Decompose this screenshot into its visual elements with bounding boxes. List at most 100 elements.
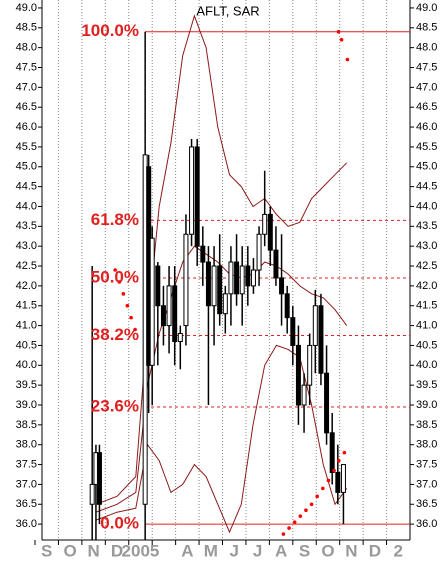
candle-body — [166, 285, 172, 327]
sar-dot — [326, 478, 331, 483]
sar-dot — [292, 520, 297, 524]
y-tick-label: 44.0 — [16, 200, 37, 212]
y-tick-label-right: 42.5 — [416, 260, 437, 272]
candle-body — [89, 483, 95, 505]
y-tick-label-right: 48.0 — [416, 42, 437, 54]
candle-body — [222, 293, 228, 315]
x-tick-label: A — [275, 541, 287, 560]
y-tick-label-right: 46.0 — [416, 121, 437, 133]
sar-dot — [281, 532, 286, 536]
candle-body — [149, 237, 155, 366]
y-tick-label-right: 36.0 — [416, 518, 437, 530]
candle-body — [211, 265, 217, 307]
candle-body — [340, 464, 346, 493]
candle-body — [160, 305, 166, 327]
y-tick-label-right: 43.5 — [416, 220, 437, 232]
x-tick-label: S — [299, 541, 310, 560]
candle-body — [194, 146, 200, 247]
y-tick-label: 41.0 — [16, 319, 37, 331]
y-tick-label: 47.0 — [16, 81, 37, 93]
y-tick-label: 37.5 — [16, 458, 37, 470]
y-tick-label: 47.5 — [16, 61, 37, 73]
y-tick-label: 38.0 — [16, 439, 37, 451]
sar-dot — [298, 514, 303, 518]
candle-body — [267, 213, 273, 251]
fib-label: 100.0% — [81, 21, 139, 40]
x-tick-label: A — [181, 541, 193, 560]
y-tick-label-right: 36.5 — [416, 498, 437, 510]
candle-body — [329, 432, 335, 474]
candle-body — [200, 245, 206, 263]
y-tick-label-right: 39.5 — [416, 379, 437, 391]
sar-dot — [133, 327, 137, 332]
candle-body — [155, 265, 161, 307]
candle-body — [189, 146, 195, 235]
y-tick-label-right: 47.5 — [416, 61, 437, 73]
candle-body — [239, 265, 245, 295]
sar-dot — [125, 303, 130, 308]
x-tick-label: J — [253, 541, 262, 560]
sar-dot — [113, 268, 117, 272]
y-tick-label: 48.5 — [16, 22, 37, 34]
candle-body — [273, 249, 279, 279]
sar-dot — [339, 37, 344, 42]
y-tick-label-right: 40.5 — [416, 339, 437, 351]
y-tick-label-right: 37.0 — [416, 478, 437, 490]
candle-body — [324, 372, 330, 434]
y-tick-label-right: 38.0 — [416, 439, 437, 451]
y-tick-label: 38.5 — [16, 419, 37, 431]
sar-dot — [345, 57, 350, 62]
sar-dot — [336, 458, 341, 463]
candle-body — [205, 261, 211, 307]
sar-dot — [332, 468, 336, 473]
candle-body — [279, 277, 285, 295]
candle-body — [217, 265, 223, 315]
x-tick-label: D — [369, 541, 381, 560]
candle-body — [228, 261, 234, 295]
y-tick-label: 37.0 — [16, 478, 37, 490]
y-tick-label-right: 40.0 — [416, 359, 437, 371]
y-tick-label: 41.5 — [16, 300, 37, 312]
x-tick-label: N — [345, 541, 357, 560]
sar-dot — [121, 292, 126, 296]
candle-body — [295, 344, 301, 406]
y-tick-label-right: 41.0 — [416, 319, 437, 331]
y-tick-label-right: 43.0 — [416, 240, 437, 252]
y-tick-label: 39.5 — [16, 379, 37, 391]
candle-body — [256, 233, 262, 271]
sar-dot — [321, 486, 325, 491]
y-tick-label-right: 48.5 — [416, 22, 437, 34]
sar-dot — [309, 502, 314, 507]
y-tick-label: 44.5 — [16, 181, 37, 193]
sar-dot — [304, 508, 308, 513]
band-lower — [95, 344, 348, 534]
y-tick-label: 46.5 — [16, 101, 37, 113]
fib-label: 23.6% — [91, 396, 139, 415]
y-tick-label-right: 46.5 — [416, 101, 437, 113]
candle-body — [312, 305, 318, 346]
candle-body — [290, 317, 296, 346]
fib-label: 38.2% — [91, 325, 139, 344]
y-tick-label: 49.0 — [16, 2, 37, 14]
chart-title: AFLT, SAR — [196, 3, 259, 18]
candle-body — [262, 213, 268, 235]
candle-body — [335, 472, 341, 493]
x-tick-label: N — [87, 541, 99, 560]
y-tick-label: 45.5 — [16, 141, 37, 153]
x-tick-label: S — [41, 541, 52, 560]
y-tick-label: 45.0 — [16, 161, 37, 173]
candle-body — [245, 265, 251, 287]
sar-dot — [287, 526, 291, 530]
y-tick-label: 39.0 — [16, 399, 37, 411]
y-tick-label: 40.5 — [16, 339, 37, 351]
y-tick-label: 42.0 — [16, 280, 37, 292]
x-tick-label: J — [229, 541, 238, 560]
sar-dot — [315, 494, 319, 499]
y-tick-label: 46.0 — [16, 121, 37, 133]
sar-dot — [342, 450, 347, 455]
y-tick-label-right: 47.0 — [416, 81, 437, 93]
x-tick-label: M — [204, 541, 218, 560]
